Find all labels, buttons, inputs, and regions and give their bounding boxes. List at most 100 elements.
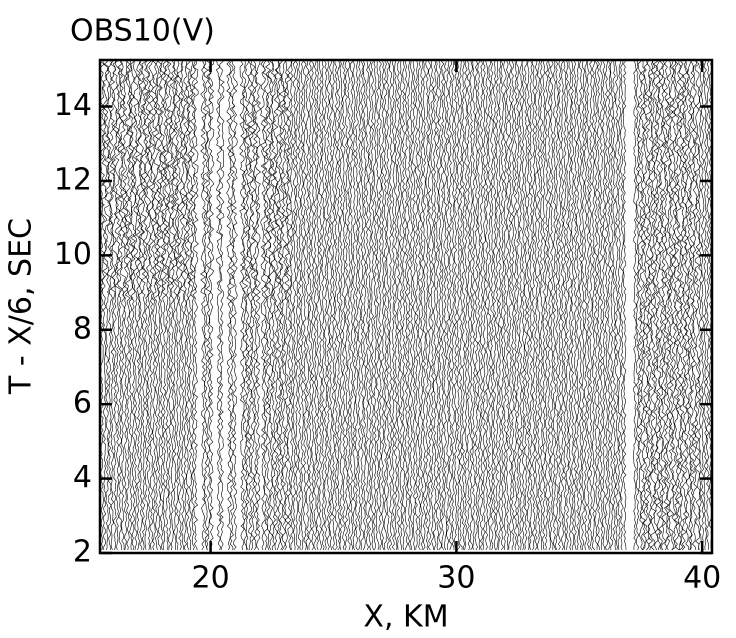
trace	[583, 60, 588, 551]
trace	[362, 60, 367, 551]
trace	[401, 60, 406, 551]
trace	[278, 60, 285, 551]
trace	[373, 60, 377, 551]
trace	[273, 60, 280, 551]
trace	[329, 60, 333, 551]
trace	[218, 60, 225, 551]
trace	[357, 60, 362, 551]
trace	[305, 60, 310, 550]
trace	[508, 60, 512, 551]
trace	[703, 60, 707, 551]
trace	[665, 60, 672, 551]
trace	[300, 60, 304, 551]
trace	[524, 60, 528, 551]
trace	[331, 60, 336, 551]
trace	[472, 60, 476, 551]
trace	[620, 60, 624, 551]
trace	[427, 60, 432, 551]
trace	[691, 60, 698, 551]
trace	[565, 60, 570, 551]
trace	[192, 60, 199, 551]
trace	[355, 60, 359, 551]
trace	[295, 60, 299, 551]
trace	[168, 60, 176, 551]
trace	[378, 60, 382, 551]
trace	[642, 60, 649, 551]
trace	[321, 60, 325, 551]
trace	[262, 60, 269, 551]
trace	[678, 60, 685, 551]
trace	[391, 60, 395, 551]
trace	[438, 60, 442, 551]
trace	[498, 61, 502, 551]
trace	[660, 60, 667, 551]
y-tick-label: 2	[73, 535, 92, 570]
trace	[637, 60, 644, 551]
trace	[368, 60, 372, 551]
trace	[459, 60, 463, 551]
trace	[396, 60, 401, 551]
trace	[555, 60, 559, 551]
trace	[622, 60, 627, 551]
trace	[563, 60, 567, 551]
trace	[148, 60, 155, 551]
trace	[596, 60, 601, 551]
x-axis-label: X, KM	[363, 600, 448, 635]
trace	[283, 60, 290, 551]
trace	[297, 60, 302, 551]
trace	[313, 60, 317, 551]
trace	[700, 60, 705, 551]
trace	[344, 60, 349, 551]
trace	[137, 60, 145, 551]
trace	[388, 60, 393, 551]
trace	[456, 60, 460, 551]
trace	[208, 60, 215, 551]
trace	[179, 60, 186, 551]
trace	[252, 60, 259, 551]
trace	[323, 60, 328, 551]
trace	[407, 60, 411, 551]
trace	[469, 60, 473, 551]
trace	[531, 60, 536, 551]
trace	[215, 60, 223, 551]
trace	[158, 60, 165, 551]
trace	[200, 60, 207, 551]
trace	[342, 60, 346, 551]
trace	[226, 60, 233, 551]
trace	[604, 60, 609, 551]
trace	[518, 61, 523, 551]
trace	[607, 60, 611, 551]
trace	[552, 60, 557, 551]
trace	[681, 60, 688, 551]
trace	[539, 60, 544, 551]
trace	[417, 60, 421, 551]
trace	[435, 60, 440, 551]
trace	[316, 60, 320, 551]
trace	[326, 60, 330, 551]
trace	[529, 60, 533, 551]
y-tick-label: 4	[73, 460, 92, 495]
trace	[244, 60, 251, 551]
trace	[663, 60, 670, 551]
trace	[404, 60, 408, 551]
trace	[414, 60, 419, 551]
trace	[617, 60, 622, 551]
trace	[386, 60, 390, 551]
trace	[689, 60, 696, 551]
trace	[99, 60, 105, 551]
trace	[464, 60, 468, 551]
trace	[560, 60, 564, 551]
trace	[267, 60, 275, 551]
trace	[513, 60, 518, 551]
trace	[161, 60, 168, 551]
trace	[202, 60, 210, 551]
trace	[365, 60, 369, 551]
trace	[370, 60, 375, 551]
trace	[265, 60, 272, 551]
trace	[448, 60, 453, 551]
trace	[550, 60, 554, 551]
trace	[189, 60, 197, 551]
trace	[477, 60, 481, 551]
trace	[292, 60, 297, 551]
